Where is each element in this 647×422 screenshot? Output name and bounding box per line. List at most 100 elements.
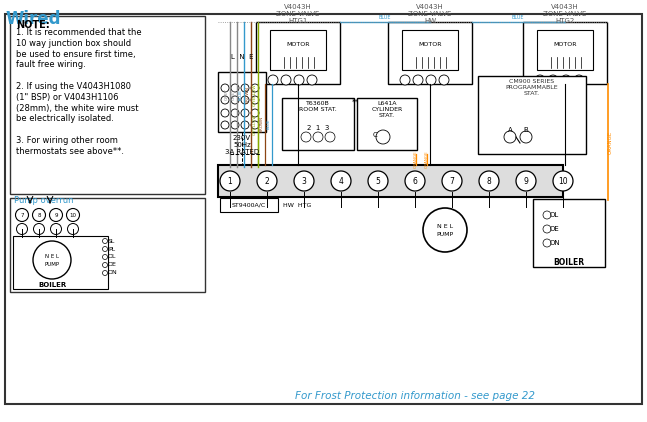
Bar: [270, 30, 326, 70]
Circle shape: [251, 84, 259, 92]
Text: N E L: N E L: [45, 254, 59, 260]
Circle shape: [251, 109, 259, 117]
Bar: [256, 22, 340, 84]
Circle shape: [504, 131, 516, 143]
Circle shape: [221, 109, 229, 117]
Bar: [10, 16, 205, 194]
Bar: [218, 165, 563, 197]
Text: OE: OE: [550, 226, 560, 232]
Text: BLUE: BLUE: [239, 89, 243, 100]
Circle shape: [553, 171, 573, 191]
Bar: [537, 30, 593, 70]
Text: G/YELLOW: G/YELLOW: [253, 83, 257, 106]
Text: HW  HTG: HW HTG: [283, 203, 311, 208]
Circle shape: [331, 171, 351, 191]
Text: 8: 8: [38, 213, 41, 217]
Text: ON: ON: [550, 240, 560, 246]
Text: 8: 8: [487, 176, 491, 186]
Text: OL: OL: [550, 212, 559, 218]
Circle shape: [231, 96, 239, 104]
Text: L641A
CYLINDER
STAT.: L641A CYLINDER STAT.: [371, 101, 402, 118]
Text: PUMP: PUMP: [437, 232, 454, 236]
Text: ORANGE: ORANGE: [425, 150, 429, 168]
Circle shape: [221, 96, 229, 104]
Text: GREY: GREY: [225, 89, 229, 100]
Text: 2: 2: [265, 176, 269, 186]
Text: C: C: [373, 132, 377, 138]
Circle shape: [221, 121, 229, 129]
Circle shape: [67, 224, 78, 235]
Bar: [218, 72, 266, 132]
Text: 10: 10: [69, 213, 76, 217]
Text: V4043H
ZONE VALVE
HW: V4043H ZONE VALVE HW: [408, 4, 452, 24]
Circle shape: [102, 238, 107, 243]
Text: MOTOR: MOTOR: [418, 41, 442, 46]
Bar: [533, 199, 605, 267]
Circle shape: [543, 225, 551, 233]
Text: fault free wiring.: fault free wiring.: [16, 60, 86, 69]
Circle shape: [67, 208, 80, 222]
Circle shape: [251, 96, 259, 104]
Circle shape: [294, 171, 314, 191]
Text: BOILER: BOILER: [38, 282, 66, 288]
Circle shape: [400, 75, 410, 85]
Circle shape: [442, 171, 462, 191]
Text: B: B: [523, 127, 529, 133]
Text: L  N  E: L N E: [231, 54, 253, 60]
Bar: [388, 22, 472, 84]
Circle shape: [561, 75, 571, 85]
Text: 4: 4: [338, 176, 344, 186]
Text: 2  1  3: 2 1 3: [307, 125, 329, 131]
Circle shape: [257, 171, 277, 191]
Text: (1" BSP) or V4043H1106: (1" BSP) or V4043H1106: [16, 93, 118, 102]
Text: 5: 5: [375, 176, 380, 186]
Circle shape: [376, 130, 390, 144]
Circle shape: [301, 132, 311, 142]
Circle shape: [479, 171, 499, 191]
Text: BLUE: BLUE: [267, 119, 271, 129]
Circle shape: [368, 171, 388, 191]
Circle shape: [423, 208, 467, 252]
Bar: [220, 198, 278, 212]
Text: 7: 7: [450, 176, 454, 186]
Bar: [282, 98, 354, 150]
Text: N E L: N E L: [437, 224, 453, 228]
Circle shape: [543, 211, 551, 219]
Circle shape: [231, 109, 239, 117]
Circle shape: [516, 171, 536, 191]
Circle shape: [50, 224, 61, 235]
Text: ST9400A/C: ST9400A/C: [232, 203, 266, 208]
Text: BLUE: BLUE: [378, 15, 391, 20]
Circle shape: [102, 271, 107, 276]
Circle shape: [413, 75, 423, 85]
Bar: [13, 236, 108, 289]
Text: Wired: Wired: [5, 10, 61, 28]
Text: **: **: [352, 99, 358, 105]
Circle shape: [307, 75, 317, 85]
Text: NOTE:: NOTE:: [16, 20, 50, 30]
Circle shape: [313, 132, 323, 142]
Text: Pump overrun: Pump overrun: [14, 196, 74, 205]
Text: be electrically isolated.: be electrically isolated.: [16, 114, 114, 123]
Circle shape: [281, 75, 291, 85]
Circle shape: [268, 75, 278, 85]
Circle shape: [102, 262, 107, 268]
Text: OE: OE: [108, 262, 117, 268]
Circle shape: [405, 171, 425, 191]
Text: V4043H
ZONE VALVE
HTG2: V4043H ZONE VALVE HTG2: [543, 4, 587, 24]
Circle shape: [439, 75, 449, 85]
Circle shape: [33, 241, 71, 279]
Text: OL: OL: [108, 254, 116, 260]
Text: BOILER: BOILER: [553, 258, 584, 267]
Text: 9: 9: [523, 176, 529, 186]
Circle shape: [535, 75, 545, 85]
Circle shape: [294, 75, 304, 85]
Text: T6360B
ROOM STAT.: T6360B ROOM STAT.: [299, 101, 337, 112]
Text: ORANGE: ORANGE: [608, 130, 613, 154]
Text: BROWN: BROWN: [246, 86, 250, 103]
Text: 9: 9: [54, 213, 58, 217]
Circle shape: [102, 254, 107, 260]
Text: CM900 SERIES
PROGRAMMABLE
STAT.: CM900 SERIES PROGRAMMABLE STAT.: [506, 79, 558, 96]
Circle shape: [32, 208, 45, 222]
Text: 10: 10: [558, 176, 568, 186]
